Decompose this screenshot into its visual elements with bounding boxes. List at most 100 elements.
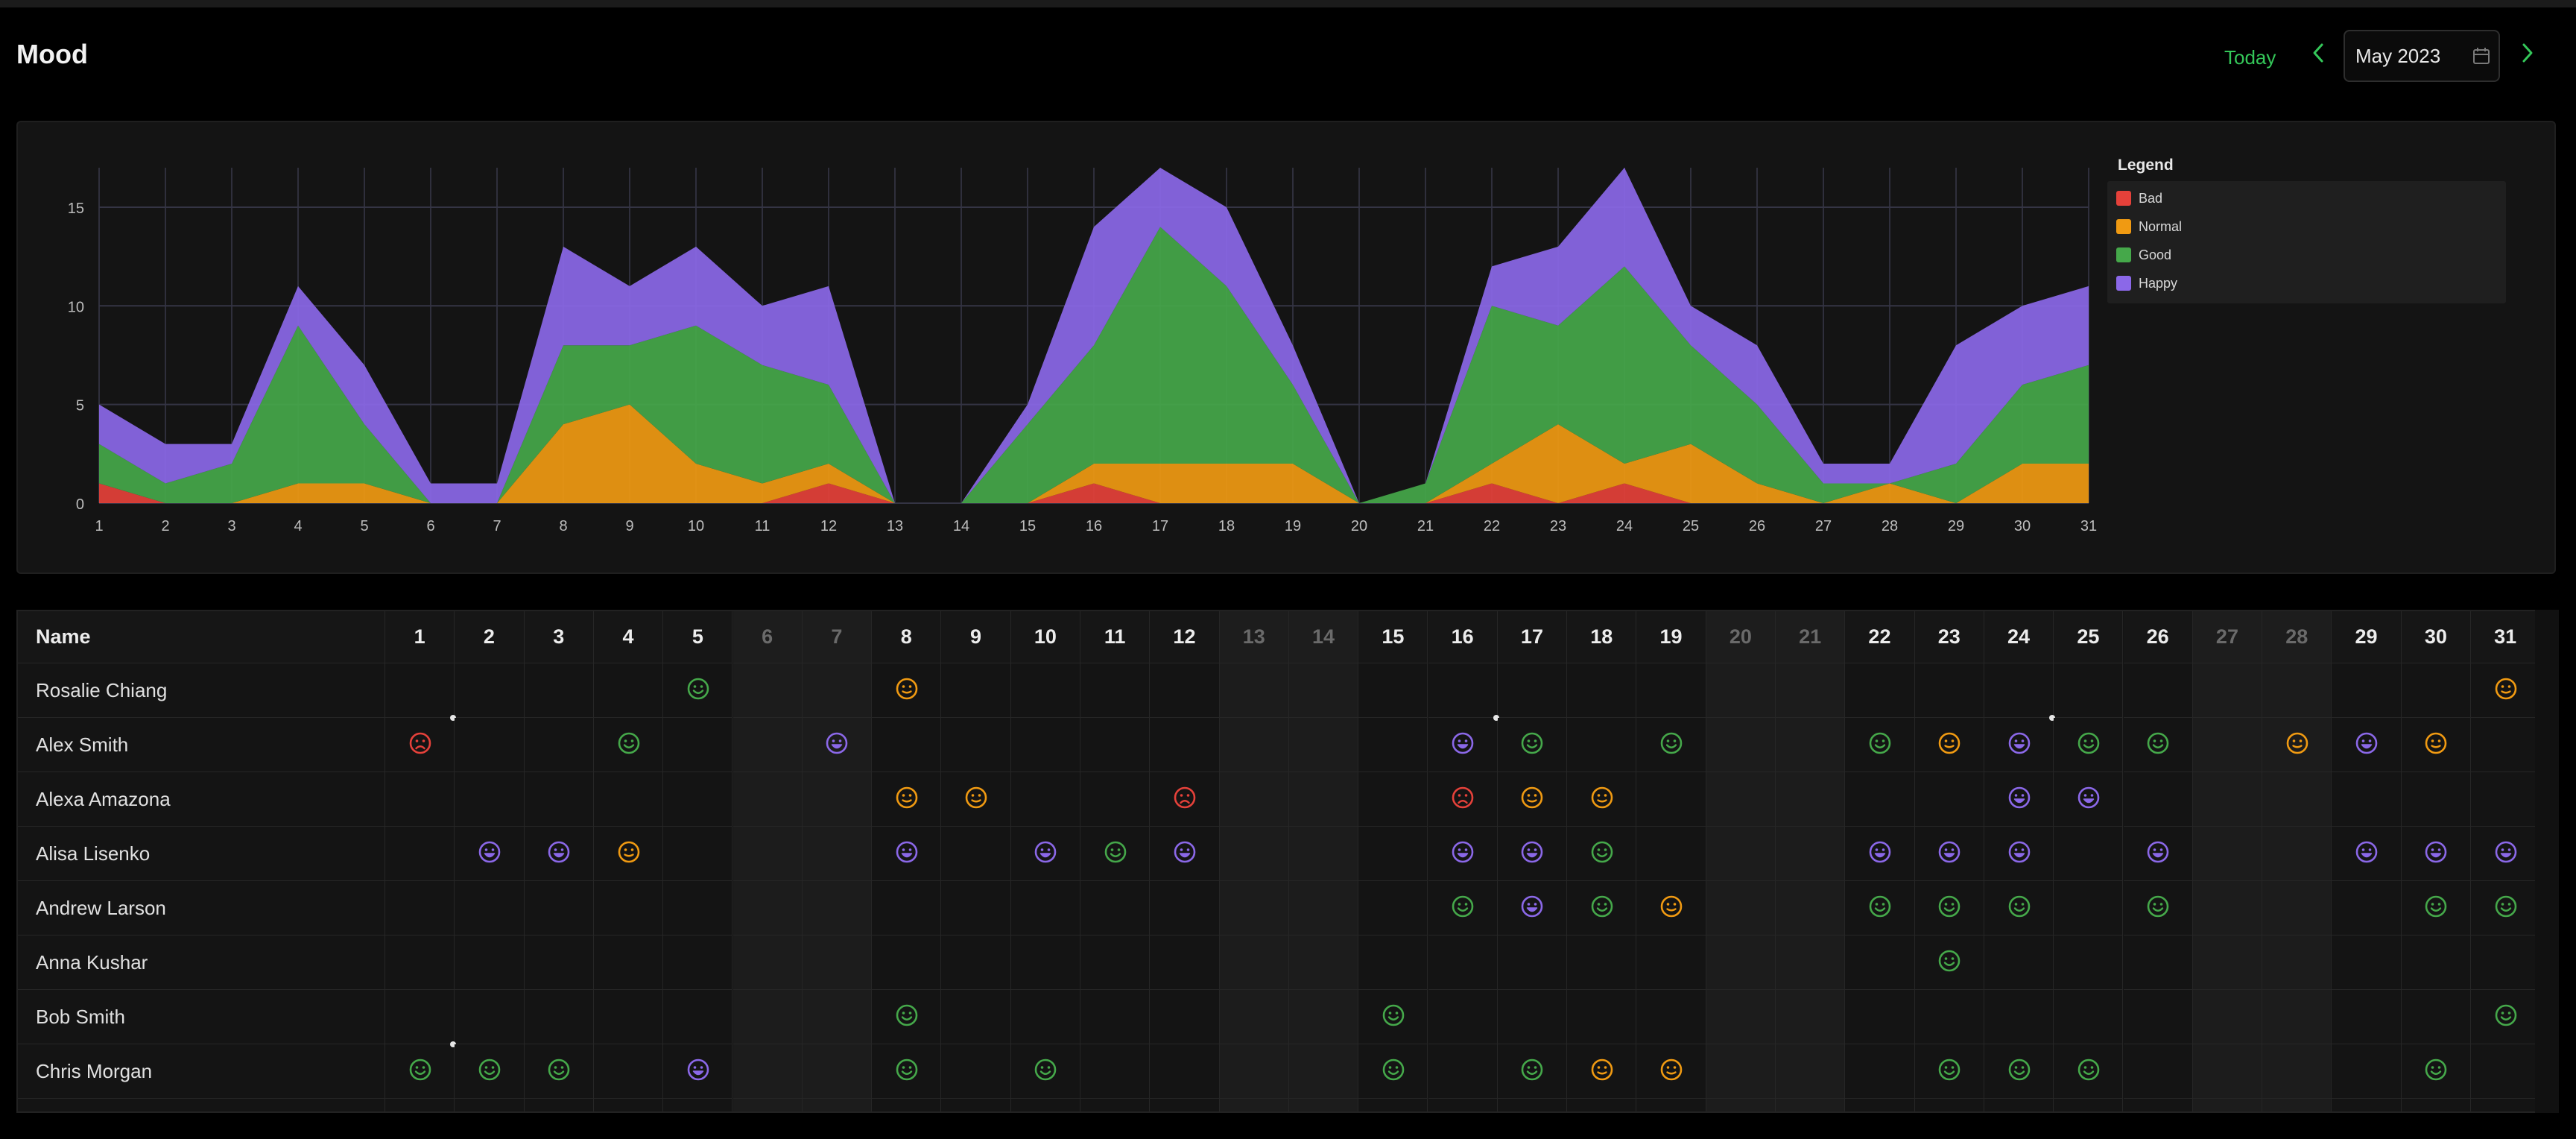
day-cell[interactable] bbox=[1567, 772, 1637, 827]
day-cell[interactable] bbox=[2332, 827, 2402, 881]
day-cell[interactable] bbox=[2262, 881, 2332, 936]
day-cell[interactable] bbox=[1428, 1099, 1498, 1111]
day-cell[interactable] bbox=[1914, 990, 1984, 1044]
day-cell[interactable] bbox=[1845, 990, 1915, 1044]
mood-good-icon[interactable] bbox=[2146, 731, 2170, 755]
day-cell[interactable] bbox=[1080, 936, 1151, 990]
mood-good-icon[interactable] bbox=[547, 1058, 571, 1082]
day-cell[interactable] bbox=[1984, 936, 2054, 990]
day-cell[interactable] bbox=[2192, 827, 2263, 881]
day-cell[interactable] bbox=[1706, 990, 1776, 1044]
day-cell[interactable] bbox=[1288, 936, 1359, 990]
day-cell[interactable] bbox=[1080, 1044, 1151, 1099]
day-cell[interactable] bbox=[1497, 990, 1568, 1044]
day-cell[interactable] bbox=[1706, 827, 1776, 881]
day-cell[interactable] bbox=[941, 718, 1011, 772]
day-cell[interactable] bbox=[1636, 718, 1706, 772]
day-cell[interactable] bbox=[872, 772, 942, 827]
day-cell[interactable] bbox=[1984, 881, 2054, 936]
day-cell[interactable] bbox=[385, 881, 455, 936]
day-cell[interactable] bbox=[1219, 881, 1289, 936]
next-month-button[interactable] bbox=[2520, 42, 2535, 69]
day-cell[interactable] bbox=[1914, 1044, 1984, 1099]
day-cell[interactable] bbox=[593, 718, 664, 772]
day-cell[interactable] bbox=[385, 715, 457, 772]
day-cell[interactable] bbox=[2123, 718, 2193, 772]
mood-normal-icon[interactable] bbox=[1659, 1058, 1683, 1082]
day-cell[interactable] bbox=[872, 827, 942, 881]
day-cell[interactable] bbox=[2192, 718, 2263, 772]
day-cell[interactable] bbox=[1636, 772, 1706, 827]
day-cell[interactable] bbox=[1010, 936, 1080, 990]
mood-good-icon[interactable] bbox=[2424, 895, 2448, 918]
day-cell[interactable] bbox=[1219, 936, 1289, 990]
day-cell[interactable] bbox=[1776, 881, 1846, 936]
day-cell[interactable] bbox=[524, 881, 594, 936]
day-cell[interactable] bbox=[1150, 936, 1220, 990]
day-cell[interactable] bbox=[941, 1099, 1011, 1111]
day-cell[interactable] bbox=[593, 1044, 664, 1099]
mood-normal-icon[interactable] bbox=[1520, 786, 1544, 810]
mood-good-icon[interactable] bbox=[478, 1058, 501, 1082]
mood-happy-icon[interactable] bbox=[825, 731, 849, 755]
day-cell[interactable] bbox=[1288, 1099, 1359, 1111]
day-cell[interactable] bbox=[1150, 881, 1220, 936]
day-cell[interactable] bbox=[1428, 990, 1498, 1044]
day-cell[interactable] bbox=[2401, 827, 2471, 881]
day-cell[interactable] bbox=[1845, 663, 1915, 718]
mood-normal-icon[interactable] bbox=[1659, 895, 1683, 918]
day-cell[interactable] bbox=[593, 881, 664, 936]
mood-bad-icon[interactable] bbox=[1173, 786, 1197, 810]
day-cell[interactable] bbox=[872, 1099, 942, 1111]
today-button[interactable]: Today bbox=[2224, 46, 2276, 69]
day-cell[interactable] bbox=[732, 1099, 803, 1111]
day-cell[interactable] bbox=[1358, 936, 1428, 990]
day-cell[interactable] bbox=[1497, 881, 1568, 936]
day-cell[interactable] bbox=[2471, 718, 2541, 772]
day-cell[interactable] bbox=[2471, 1044, 2541, 1099]
day-cell[interactable] bbox=[872, 663, 942, 718]
day-cell[interactable] bbox=[732, 663, 803, 718]
day-cell[interactable] bbox=[1150, 772, 1220, 827]
mood-happy-icon[interactable] bbox=[478, 840, 501, 864]
day-cell[interactable] bbox=[524, 772, 594, 827]
mood-good-icon[interactable] bbox=[2007, 1058, 2031, 1082]
day-cell[interactable] bbox=[385, 1099, 455, 1111]
day-cell[interactable] bbox=[1776, 1044, 1846, 1099]
day-cell[interactable] bbox=[2123, 1044, 2193, 1099]
day-cell[interactable] bbox=[524, 990, 594, 1044]
mood-happy-icon[interactable] bbox=[2007, 731, 2031, 755]
day-cell[interactable] bbox=[2123, 827, 2193, 881]
mood-happy-icon[interactable] bbox=[1173, 840, 1197, 864]
day-cell[interactable] bbox=[872, 718, 942, 772]
day-cell[interactable] bbox=[2332, 881, 2402, 936]
day-cell[interactable] bbox=[1567, 881, 1637, 936]
day-cell[interactable] bbox=[1567, 1099, 1637, 1111]
day-cell[interactable] bbox=[1150, 718, 1220, 772]
day-cell[interactable] bbox=[802, 990, 873, 1044]
day-cell[interactable] bbox=[663, 881, 733, 936]
day-cell[interactable] bbox=[1497, 1099, 1568, 1111]
day-cell[interactable] bbox=[1776, 990, 1846, 1044]
day-cell[interactable] bbox=[1914, 881, 1984, 936]
mood-happy-icon[interactable] bbox=[1937, 840, 1961, 864]
mood-happy-icon[interactable] bbox=[686, 1058, 710, 1082]
day-cell[interactable] bbox=[1428, 715, 1499, 772]
day-cell[interactable] bbox=[2262, 718, 2332, 772]
day-cell[interactable] bbox=[1497, 827, 1568, 881]
day-cell[interactable] bbox=[1706, 718, 1776, 772]
day-cell[interactable] bbox=[385, 936, 455, 990]
day-cell[interactable] bbox=[1984, 772, 2054, 827]
day-cell[interactable] bbox=[2054, 772, 2124, 827]
mood-good-icon[interactable] bbox=[895, 1058, 919, 1082]
day-cell[interactable] bbox=[1010, 827, 1080, 881]
day-cell[interactable] bbox=[2471, 772, 2541, 827]
day-cell[interactable] bbox=[1288, 663, 1359, 718]
day-cell[interactable] bbox=[732, 827, 803, 881]
day-cell[interactable] bbox=[2123, 936, 2193, 990]
day-cell[interactable] bbox=[1984, 827, 2054, 881]
mood-happy-icon[interactable] bbox=[1451, 840, 1475, 864]
day-cell[interactable] bbox=[455, 1044, 525, 1099]
day-cell[interactable] bbox=[1150, 663, 1220, 718]
mood-happy-icon[interactable] bbox=[2007, 840, 2031, 864]
